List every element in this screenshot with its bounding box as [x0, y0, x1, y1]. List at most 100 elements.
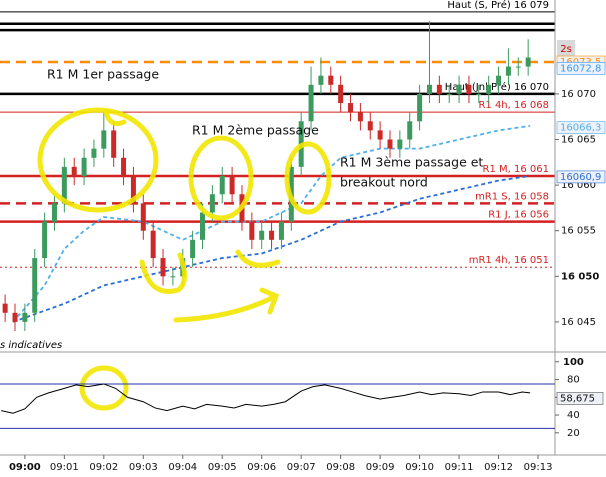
- level-label: R1 M, 16 061: [483, 164, 549, 175]
- candle-body: [200, 212, 205, 240]
- candle-body: [308, 84, 314, 122]
- candle-body: [338, 84, 344, 104]
- candle-body: [12, 312, 18, 322]
- candle-body: [209, 194, 215, 213]
- candle-body: [318, 75, 324, 85]
- x-tick-label: 09:05: [208, 462, 237, 473]
- highlight: [37, 107, 159, 213]
- y-tick-label: 16 070: [561, 89, 596, 100]
- x-tick-label: 09:03: [129, 462, 158, 473]
- candle-body: [130, 176, 136, 204]
- candle-body: [387, 139, 393, 149]
- candle-body: [2, 303, 8, 313]
- candle-body: [32, 258, 38, 313]
- annotation: R1 M 3ème passage et: [340, 155, 483, 170]
- highlight: [188, 135, 254, 221]
- candle-body: [436, 84, 442, 94]
- y-tick-label: 16 065: [561, 135, 596, 146]
- timer-box: [557, 40, 575, 57]
- annotation: breakout nord: [340, 175, 428, 190]
- highlight: [284, 141, 332, 215]
- candle-body: [357, 112, 363, 122]
- candle-body: [525, 57, 531, 67]
- moving-average: [12, 124, 531, 323]
- x-tick-label: 09:09: [366, 462, 395, 473]
- candle-body: [348, 103, 354, 113]
- y-tick-label: 16 060: [561, 180, 596, 191]
- candle-body: [496, 75, 502, 85]
- candle-body: [71, 166, 77, 176]
- y-tick-label: 20: [567, 428, 580, 439]
- annotation: R1 M 1er passage: [47, 67, 159, 82]
- candle-body: [61, 166, 67, 204]
- x-tick-label: 09:02: [89, 462, 118, 473]
- indicator-line: [1, 383, 531, 414]
- candle-body: [377, 130, 383, 140]
- candle-body: [417, 93, 423, 122]
- level-label: R1 J, 16 056: [488, 210, 549, 221]
- x-tick-label: 09:12: [484, 462, 513, 473]
- y-tick-label: 16 050: [561, 271, 599, 282]
- candle-body: [219, 176, 225, 195]
- highlight: [79, 365, 129, 411]
- candle-body: [51, 203, 57, 222]
- indicator-tag: 58,675: [560, 393, 595, 404]
- candle-body: [486, 84, 492, 94]
- candle-body: [170, 276, 176, 278]
- highlight: [173, 287, 280, 323]
- candle-body: [269, 230, 275, 240]
- x-tick-label: 09:11: [445, 462, 474, 473]
- highlight: [235, 249, 281, 268]
- level-label: R1 4h, 16 068: [478, 100, 549, 111]
- y-tick-label: 100: [563, 357, 584, 368]
- price-tag-box: [556, 62, 606, 75]
- candle-body: [426, 84, 432, 94]
- x-tick-label: 09:10: [405, 462, 434, 473]
- candle-body: [515, 66, 521, 68]
- level-label: Haut (S, Pré) 16 079: [447, 0, 549, 11]
- level-label: mR1 4h, 16 051: [469, 255, 549, 266]
- candle-body: [190, 239, 196, 259]
- x-tick-label: 09:04: [168, 462, 197, 473]
- candle-body: [229, 176, 235, 195]
- highlight: [139, 252, 187, 294]
- candle-body: [466, 84, 472, 94]
- candle-body: [476, 93, 482, 95]
- y-tick-label: 16 055: [561, 226, 596, 237]
- highlight: [103, 109, 127, 127]
- candle-body: [397, 139, 403, 149]
- candle-body: [140, 203, 146, 231]
- candle-body: [150, 230, 156, 259]
- candle-body: [446, 93, 452, 95]
- candle-body: [22, 312, 28, 322]
- annotation: R1 M 2ème passage: [192, 123, 319, 138]
- candle-body: [456, 84, 462, 94]
- candle-body: [367, 121, 373, 131]
- candle-body: [101, 130, 107, 149]
- x-tick-label: 09:00: [9, 462, 41, 473]
- candle-body: [505, 66, 511, 76]
- candle-body: [259, 230, 265, 240]
- price-tag: 16066,3: [560, 123, 601, 134]
- candle-body: [407, 121, 413, 140]
- annotation: s indicatives: [0, 340, 62, 351]
- indicator-tag-box: [556, 392, 604, 405]
- price-tag: 16072,8: [560, 63, 601, 74]
- candle-body: [42, 221, 48, 259]
- candle-body: [81, 157, 87, 176]
- x-tick-label: 09:08: [326, 462, 355, 473]
- candle-body: [278, 221, 284, 240]
- candle-body: [91, 148, 97, 158]
- timer: 2s: [560, 44, 572, 55]
- y-tick-label: 16 045: [561, 317, 596, 328]
- candle-body: [121, 157, 127, 176]
- x-tick-label: 09:13: [524, 462, 553, 473]
- candle-body: [249, 221, 255, 240]
- candle-body: [160, 258, 166, 277]
- candle-body: [328, 75, 334, 85]
- price-tag-box: [556, 121, 606, 134]
- candle-body: [111, 130, 117, 158]
- x-tick-label: 09:06: [247, 462, 276, 473]
- y-tick-label: 80: [567, 375, 580, 386]
